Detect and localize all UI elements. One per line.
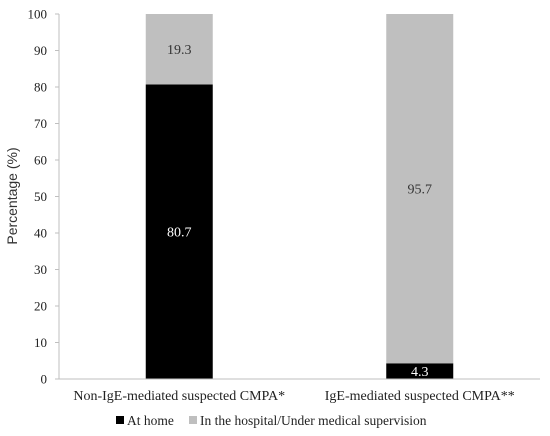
data-label-2-cat-2: 95.7 [408,183,433,198]
y-tick-label-100: 100 [28,7,48,22]
bar-segment-2-cat-2 [386,14,454,364]
y-tick-label-50: 50 [34,189,47,204]
data-label-1-cat-2: 4.3 [411,365,429,380]
y-tick-label-90: 90 [34,43,47,58]
y-tick-label-40: 40 [34,226,47,241]
bar-segment-1-cat-1 [145,84,213,379]
legend-swatch-2 [189,416,197,424]
bar-segment-2-cat-1 [145,14,213,85]
axes-layer: Non-IgE-mediated suspected CMPA* IgE-medi… [28,7,540,404]
data-label-2-cat-1: 19.3 [167,43,192,58]
y-tick-label-80: 80 [34,80,47,95]
bar-segment-1-cat-2 [386,363,454,379]
data-label-1-cat-1: 80.7 [167,226,192,241]
legend-label-2: In the hospital/Under medical supervisio… [200,413,427,428]
y-tick-label-30: 30 [34,262,47,277]
legend-swatch-1 [116,416,124,424]
bars-layer: 80.7 19.3 4.3 95.7 [145,14,454,380]
legend: At home In the hospital/Under medical sup… [116,413,427,428]
y-tick-label-60: 60 [34,153,47,168]
y-tick-label-0: 0 [41,372,48,387]
y-tick-label-20: 20 [34,299,47,314]
legend-label-1: At home [127,413,174,428]
category-label-2: IgE-mediated suspected CMPA** [325,389,515,404]
y-tick-label-70: 70 [34,116,47,131]
y-axis-title: Percentage (%) [4,147,20,244]
y-tick-label-10: 10 [34,335,47,350]
category-label-1: Non-IgE-mediated suspected CMPA* [73,389,285,404]
